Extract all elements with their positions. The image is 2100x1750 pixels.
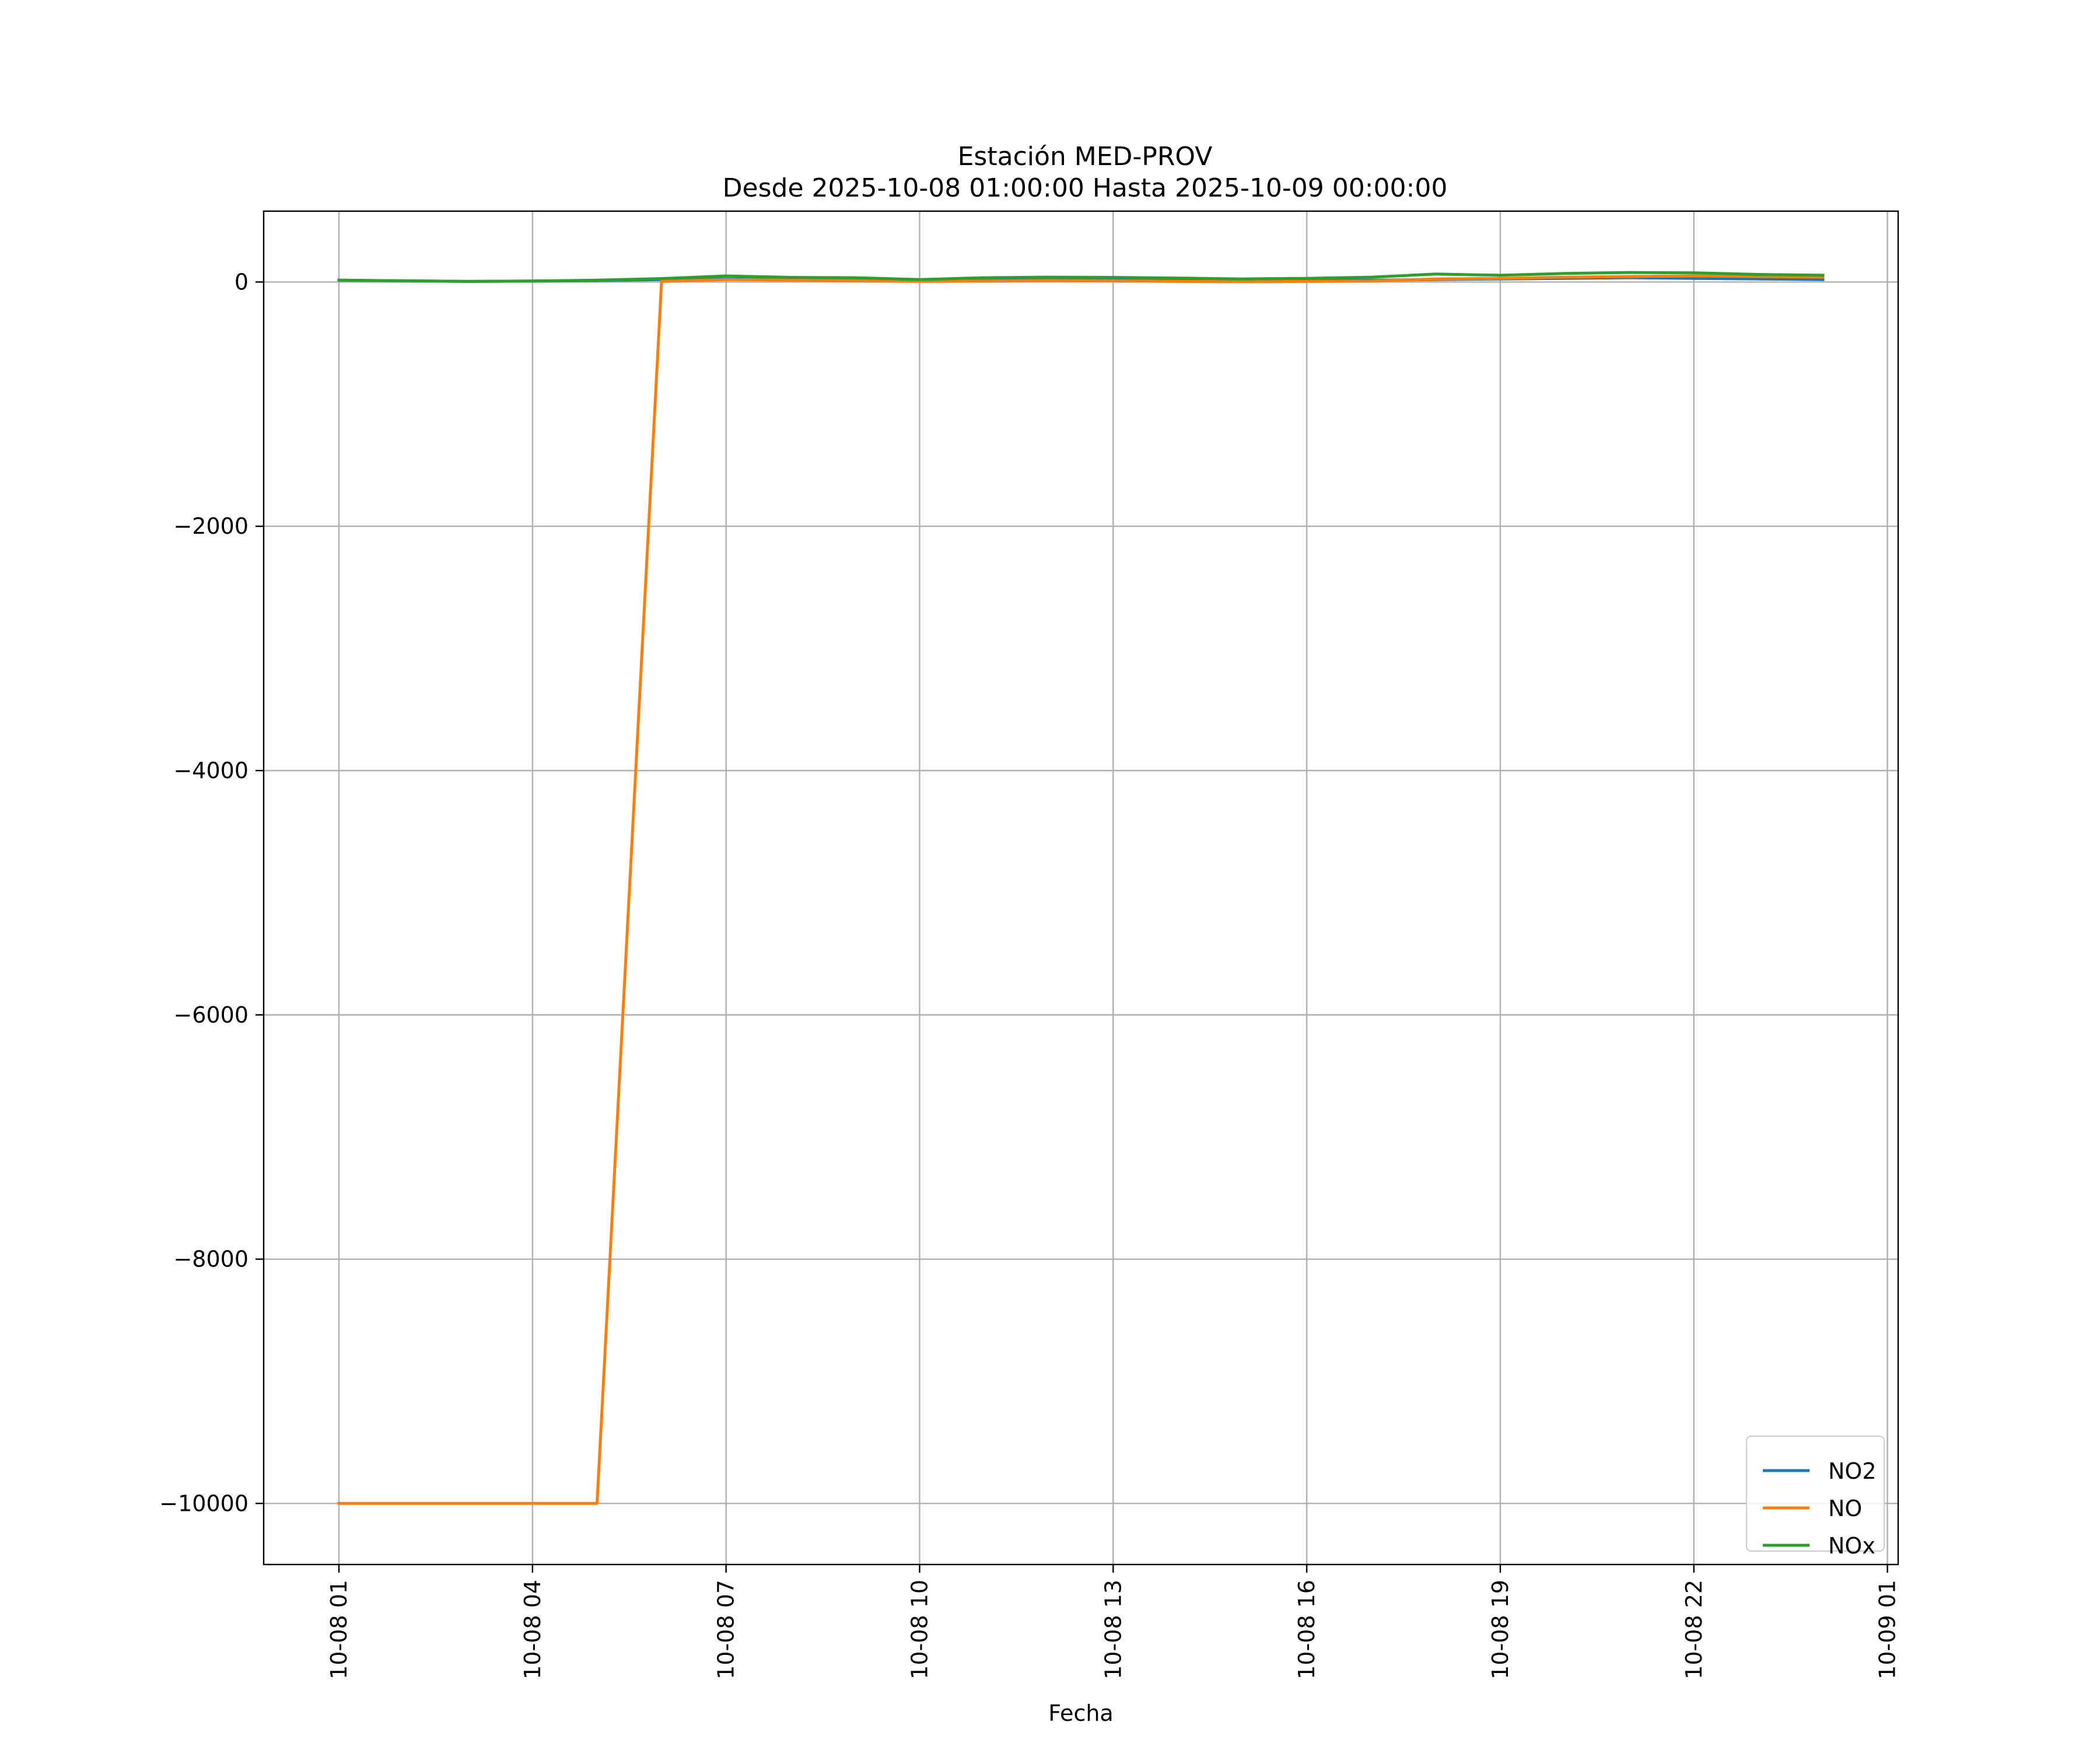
x-axis-label: Fecha <box>1048 1700 1113 1726</box>
chart-subtitle: Desde 2025-10-08 01:00:00 Hasta 2025-10-… <box>723 173 1448 203</box>
legend-label-nox: NOx <box>1828 1533 1875 1559</box>
series-lines <box>337 271 1825 1505</box>
x-tick-label: 10-08 04 <box>520 1580 545 1679</box>
axis-ticks: 10-08 01 10-08 04 10-08 07 10-08 10 10-08 13… <box>159 269 1900 1679</box>
x-tick-label: 10-08 10 <box>907 1580 932 1679</box>
plot-frame <box>262 210 1899 1566</box>
plot-area <box>264 211 1898 1564</box>
y-tick-label: −10000 <box>159 1490 249 1516</box>
legend-box <box>1746 1436 1885 1552</box>
x-tick-label: 10-08 19 <box>1488 1580 1513 1679</box>
x-tick-label: 10-08 16 <box>1294 1580 1320 1679</box>
chart-title: Estación MED-PROV <box>958 142 1213 172</box>
series-line-no <box>337 274 1825 1505</box>
y-tick-label: −2000 <box>173 513 249 539</box>
legend-label-no2: NO2 <box>1828 1458 1877 1484</box>
series-line-nox <box>337 271 1825 283</box>
x-tick-label: 10-09 01 <box>1875 1580 1901 1679</box>
y-tick-label: −4000 <box>173 758 249 783</box>
legend: NO2 NO NOx <box>1746 1436 1885 1559</box>
y-tick-label: −8000 <box>173 1247 249 1272</box>
y-tick-label: −6000 <box>173 1002 249 1028</box>
x-tick-label: 10-08 22 <box>1681 1580 1707 1679</box>
x-tick-label: 10-08 07 <box>713 1580 739 1679</box>
y-tick-label: 0 <box>235 269 249 295</box>
x-tick-label: 10-08 01 <box>326 1580 352 1679</box>
x-tick-label: 10-08 13 <box>1100 1580 1126 1679</box>
legend-label-no: NO <box>1828 1496 1862 1521</box>
